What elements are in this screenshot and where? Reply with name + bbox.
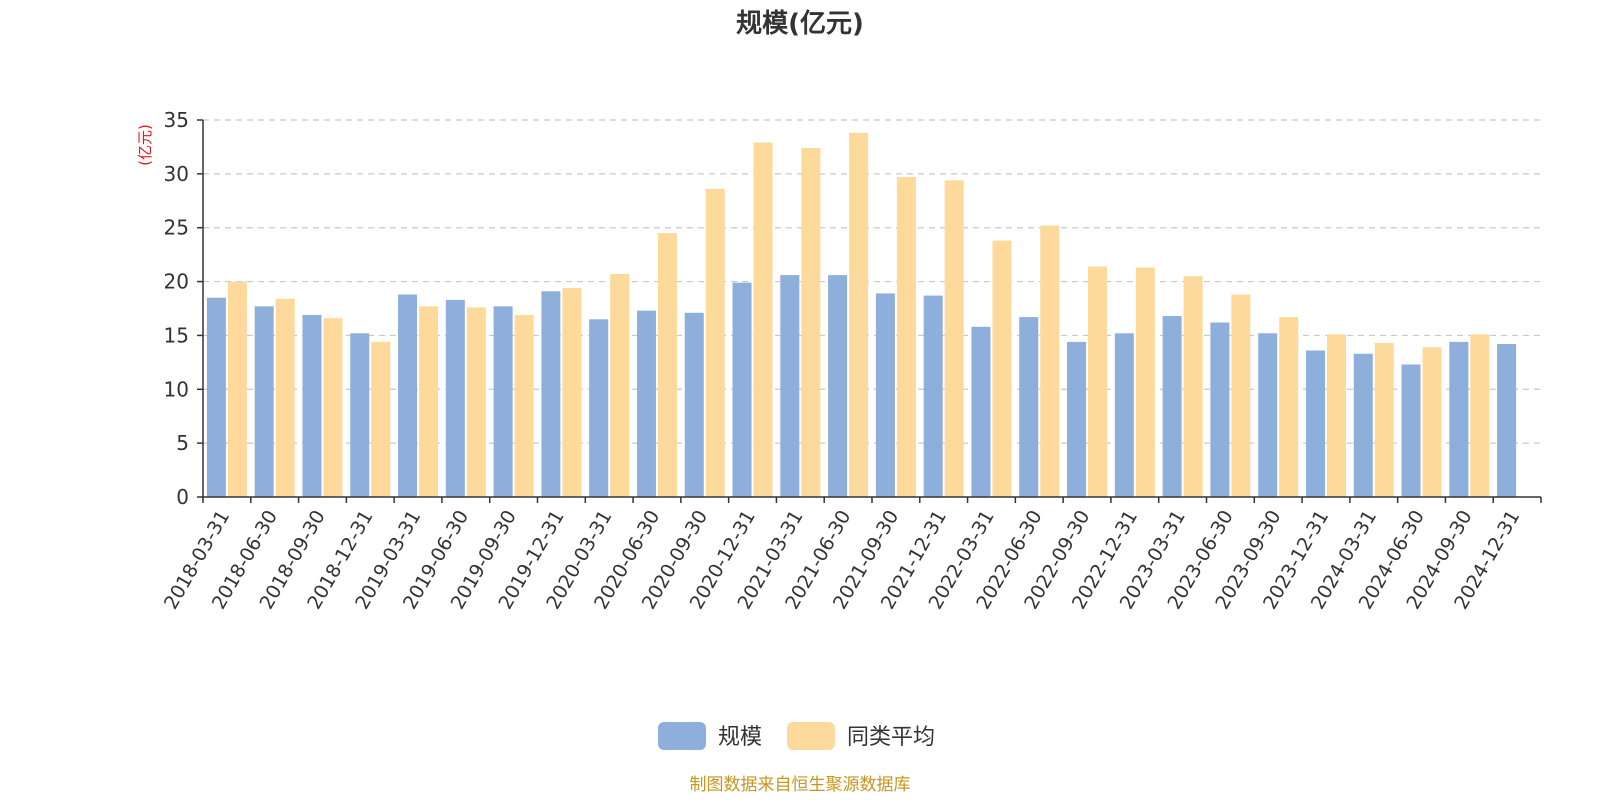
bar-scale[interactable] (971, 326, 991, 497)
bar-scale[interactable] (1067, 341, 1087, 497)
y-tick-label: 35 (164, 108, 189, 132)
bar-scale[interactable] (923, 295, 943, 497)
bar-peer-average[interactable] (1470, 334, 1490, 497)
bar-scale[interactable] (780, 275, 800, 497)
bar-peer-average[interactable] (1135, 267, 1155, 497)
bar-scale[interactable] (1353, 353, 1373, 497)
y-tick-label: 20 (164, 270, 189, 294)
bar-peer-average[interactable] (657, 233, 677, 497)
bar-scale[interactable] (206, 297, 226, 497)
y-tick-label: 30 (164, 162, 189, 186)
bar-scale[interactable] (493, 306, 513, 497)
bar-peer-average[interactable] (1326, 334, 1346, 497)
bar-peer-average[interactable] (753, 142, 773, 497)
bar-scale[interactable] (1019, 317, 1039, 497)
bar-scale[interactable] (1401, 364, 1421, 497)
bar-peer-average[interactable] (610, 274, 630, 497)
legend[interactable]: 规模 同类平均 (658, 722, 935, 750)
bar-peer-average[interactable] (992, 240, 1012, 497)
axes (197, 119, 1542, 503)
bar-scale[interactable] (589, 319, 609, 497)
bar-scale[interactable] (541, 291, 561, 497)
bar-peer-average[interactable] (1231, 294, 1251, 497)
source-note: 制图数据来自恒生聚源数据库 (690, 775, 911, 795)
bar-scale[interactable] (1305, 350, 1325, 497)
y-tick-label: 5 (176, 431, 189, 455)
bar-scale[interactable] (732, 282, 752, 497)
bar-peer-average[interactable] (1422, 347, 1442, 497)
bar-scale[interactable] (1114, 333, 1134, 497)
bar-scale[interactable] (350, 333, 370, 497)
bar-peer-average[interactable] (227, 281, 247, 497)
legend-label: 同类平均 (847, 725, 935, 750)
bar-peer-average[interactable] (1183, 276, 1203, 497)
bars (206, 132, 1517, 498)
legend-label: 规模 (718, 725, 762, 750)
bar-peer-average[interactable] (1088, 266, 1108, 497)
legend-item-scale[interactable]: 规模 (658, 722, 762, 750)
y-tick-label: 10 (164, 377, 189, 401)
bar-peer-average[interactable] (514, 314, 534, 497)
bar-scale[interactable] (828, 275, 848, 497)
y-tick-labels: 0 5 10 15 20 25 30 35 (164, 108, 189, 509)
bar-peer-average[interactable] (896, 177, 916, 498)
bar-peer-average[interactable] (849, 132, 869, 497)
bar-scale[interactable] (302, 314, 322, 497)
bar-peer-average[interactable] (1040, 225, 1060, 497)
bar-scale[interactable] (684, 312, 704, 497)
bar-scale[interactable] (1449, 341, 1469, 497)
bar-peer-average[interactable] (1279, 317, 1299, 497)
chart-title: 规模(亿元) (736, 9, 864, 39)
bar-peer-average[interactable] (466, 307, 486, 497)
x-tick-labels: 2018-03-312018-06-302018-09-302018-12-31… (160, 506, 1524, 613)
bar-peer-average[interactable] (801, 148, 821, 497)
bar-scale[interactable] (1497, 344, 1517, 497)
bar-scale[interactable] (1210, 322, 1230, 497)
bar-scale[interactable] (445, 299, 465, 497)
bar-peer-average[interactable] (944, 180, 964, 497)
y-axis-unit-label: (亿元) (136, 124, 154, 166)
y-tick-label: 15 (164, 323, 189, 347)
legend-item-peer-average[interactable]: 同类平均 (787, 722, 935, 750)
legend-swatch (787, 722, 835, 750)
bar-peer-average[interactable] (323, 318, 343, 497)
bar-peer-average[interactable] (275, 298, 295, 497)
legend-swatch (658, 722, 706, 750)
bar-peer-average[interactable] (1374, 342, 1394, 497)
bar-scale[interactable] (1162, 316, 1182, 497)
bar-scale[interactable] (1258, 333, 1278, 497)
bar-peer-average[interactable] (371, 341, 391, 497)
y-tick-label: 0 (176, 485, 189, 509)
bar-peer-average[interactable] (705, 188, 725, 498)
y-tick-label: 25 (164, 216, 189, 240)
bar-peer-average[interactable] (562, 288, 582, 497)
bar-scale[interactable] (636, 310, 656, 497)
bar-scale[interactable] (254, 306, 274, 497)
bar-scale[interactable] (875, 293, 895, 497)
bar-peer-average[interactable] (419, 306, 439, 497)
bar-scale[interactable] (398, 294, 418, 497)
